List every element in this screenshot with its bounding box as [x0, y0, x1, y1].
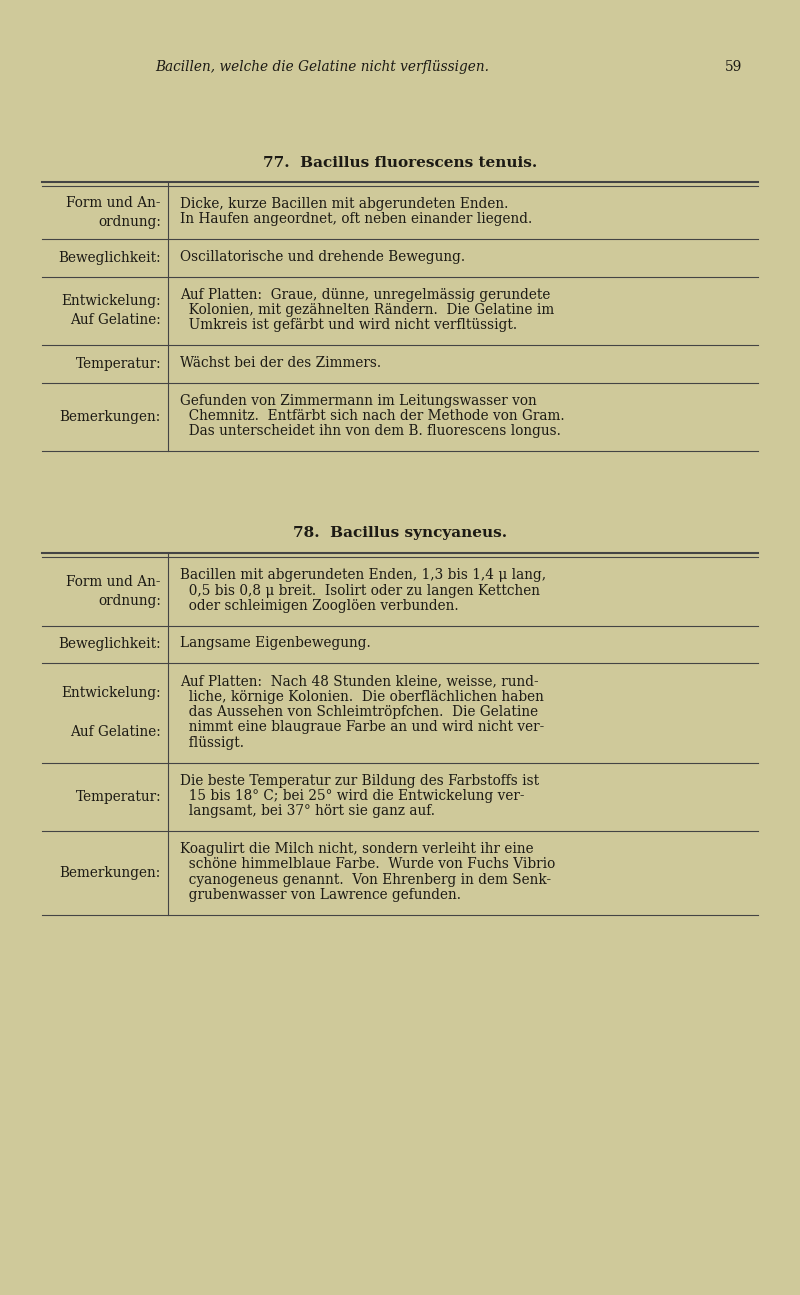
- Text: Form und An-
ordnung:: Form und An- ordnung:: [66, 196, 161, 229]
- Text: Chemnitz.  Entfärbt sich nach der Methode von Gram.: Chemnitz. Entfärbt sich nach der Methode…: [180, 409, 565, 423]
- Text: Gefunden von Zimmermann im Leitungswasser von: Gefunden von Zimmermann im Leitungswasse…: [180, 394, 537, 408]
- Text: Dicke, kurze Bacillen mit abgerundeten Enden.: Dicke, kurze Bacillen mit abgerundeten E…: [180, 197, 508, 211]
- Text: Entwickelung:
Auf Gelatine:: Entwickelung: Auf Gelatine:: [62, 294, 161, 328]
- Text: Bemerkungen:: Bemerkungen:: [60, 866, 161, 881]
- Text: Bacillen mit abgerundeten Enden, 1,3 bis 1,4 μ lang,: Bacillen mit abgerundeten Enden, 1,3 bis…: [180, 569, 546, 581]
- Text: 78.  Bacillus syncyaneus.: 78. Bacillus syncyaneus.: [293, 526, 507, 540]
- Text: Umkreis ist gefärbt und wird nicht verfltüssigt.: Umkreis ist gefärbt und wird nicht verfl…: [180, 319, 517, 333]
- Text: Bacillen, welche die Gelatine nicht verflüssigen.: Bacillen, welche die Gelatine nicht verf…: [155, 60, 489, 74]
- Text: 15 bis 18° C; bei 25° wird die Entwickelung ver-: 15 bis 18° C; bei 25° wird die Entwickel…: [180, 789, 525, 803]
- Text: Wächst bei der des Zimmers.: Wächst bei der des Zimmers.: [180, 356, 381, 370]
- Text: das Aussehen von Schleimtröpfchen.  Die Gelatine: das Aussehen von Schleimtröpfchen. Die G…: [180, 704, 538, 719]
- Text: Temperatur:: Temperatur:: [75, 790, 161, 804]
- Text: Temperatur:: Temperatur:: [75, 356, 161, 370]
- Text: flüssigt.: flüssigt.: [180, 736, 244, 750]
- Text: Auf Platten:  Nach 48 Stunden kleine, weisse, rund-: Auf Platten: Nach 48 Stunden kleine, wei…: [180, 673, 538, 688]
- Text: Beweglichkeit:: Beweglichkeit:: [58, 637, 161, 651]
- Text: Kolonien, mit gezähnelten Rändern.  Die Gelatine im: Kolonien, mit gezähnelten Rändern. Die G…: [180, 303, 554, 317]
- Text: schöne himmelblaue Farbe.  Wurde von Fuchs Vibrio: schöne himmelblaue Farbe. Wurde von Fuch…: [180, 857, 555, 872]
- Text: oder schleimigen Zooglöen verbunden.: oder schleimigen Zooglöen verbunden.: [180, 600, 458, 613]
- Text: Langsame Eigenbewegung.: Langsame Eigenbewegung.: [180, 637, 370, 650]
- Text: langsamt, bei 37° hört sie ganz auf.: langsamt, bei 37° hört sie ganz auf.: [180, 804, 435, 818]
- Text: Koagulirt die Milch nicht, sondern verleiht ihr eine: Koagulirt die Milch nicht, sondern verle…: [180, 842, 534, 856]
- Text: Auf Platten:  Graue, dünne, unregelmässig gerundete: Auf Platten: Graue, dünne, unregelmässig…: [180, 287, 550, 302]
- Text: 0,5 bis 0,8 μ breit.  Isolirt oder zu langen Kettchen: 0,5 bis 0,8 μ breit. Isolirt oder zu lan…: [180, 584, 540, 597]
- Text: Bemerkungen:: Bemerkungen:: [60, 409, 161, 423]
- Text: Form und An-
ordnung:: Form und An- ordnung:: [66, 575, 161, 607]
- Text: In Haufen angeordnet, oft neben einander liegend.: In Haufen angeordnet, oft neben einander…: [180, 212, 532, 227]
- Text: nimmt eine blaugraue Farbe an und wird nicht ver-: nimmt eine blaugraue Farbe an und wird n…: [180, 720, 544, 734]
- Text: Beweglichkeit:: Beweglichkeit:: [58, 251, 161, 264]
- Text: 59: 59: [725, 60, 742, 74]
- Text: grubenwasser von Lawrence gefunden.: grubenwasser von Lawrence gefunden.: [180, 888, 461, 903]
- Text: Entwickelung:

Auf Gelatine:: Entwickelung: Auf Gelatine:: [62, 686, 161, 739]
- Text: 77.  Bacillus fluorescens tenuis.: 77. Bacillus fluorescens tenuis.: [263, 155, 537, 170]
- Text: Oscillatorische und drehende Bewegung.: Oscillatorische und drehende Bewegung.: [180, 250, 465, 264]
- Text: liche, körnige Kolonien.  Die oberflächlichen haben: liche, körnige Kolonien. Die oberflächli…: [180, 689, 544, 703]
- Text: Die beste Temperatur zur Bildung des Farbstoffs ist: Die beste Temperatur zur Bildung des Far…: [180, 773, 539, 787]
- Text: Das unterscheidet ihn von dem B. fluorescens longus.: Das unterscheidet ihn von dem B. fluores…: [180, 425, 561, 439]
- Text: cyanogeneus genannt.  Von Ehrenberg in dem Senk-: cyanogeneus genannt. Von Ehrenberg in de…: [180, 873, 551, 887]
